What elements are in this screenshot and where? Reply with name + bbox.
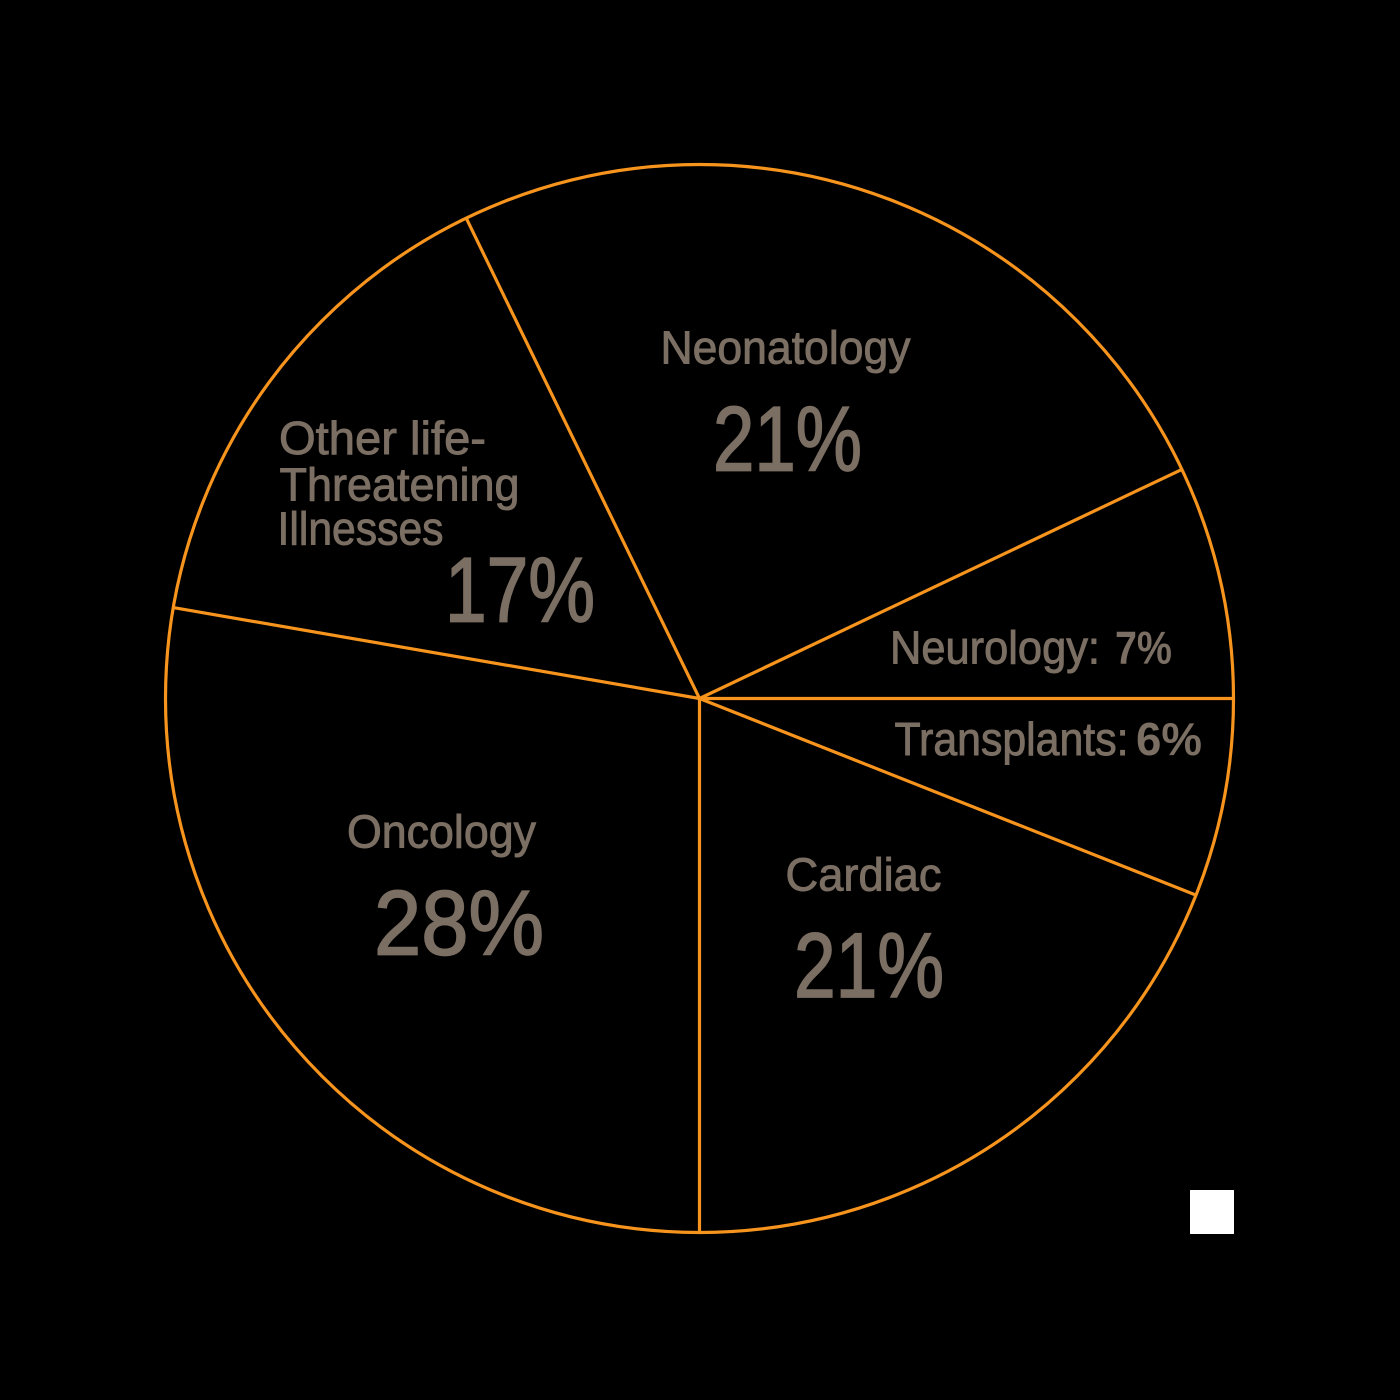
svg-text:21%: 21% <box>713 389 862 491</box>
svg-text:Neurology:: Neurology: <box>890 622 1100 674</box>
svg-text:7%: 7% <box>1115 622 1172 674</box>
svg-text:17%: 17% <box>445 539 595 641</box>
svg-text:28%: 28% <box>374 872 544 974</box>
svg-text:Oncology: Oncology <box>347 806 536 858</box>
svg-text:Other life-: Other life- <box>279 412 486 464</box>
svg-text:Threatening: Threatening <box>280 459 520 511</box>
svg-text:Neonatology: Neonatology <box>661 322 911 374</box>
svg-text:Illnesses: Illnesses <box>278 503 444 555</box>
svg-text:Cardiac: Cardiac <box>786 849 942 901</box>
svg-text:6%: 6% <box>1136 713 1202 765</box>
svg-text:21%: 21% <box>794 915 944 1017</box>
svg-text:Transplants:: Transplants: <box>895 713 1129 765</box>
